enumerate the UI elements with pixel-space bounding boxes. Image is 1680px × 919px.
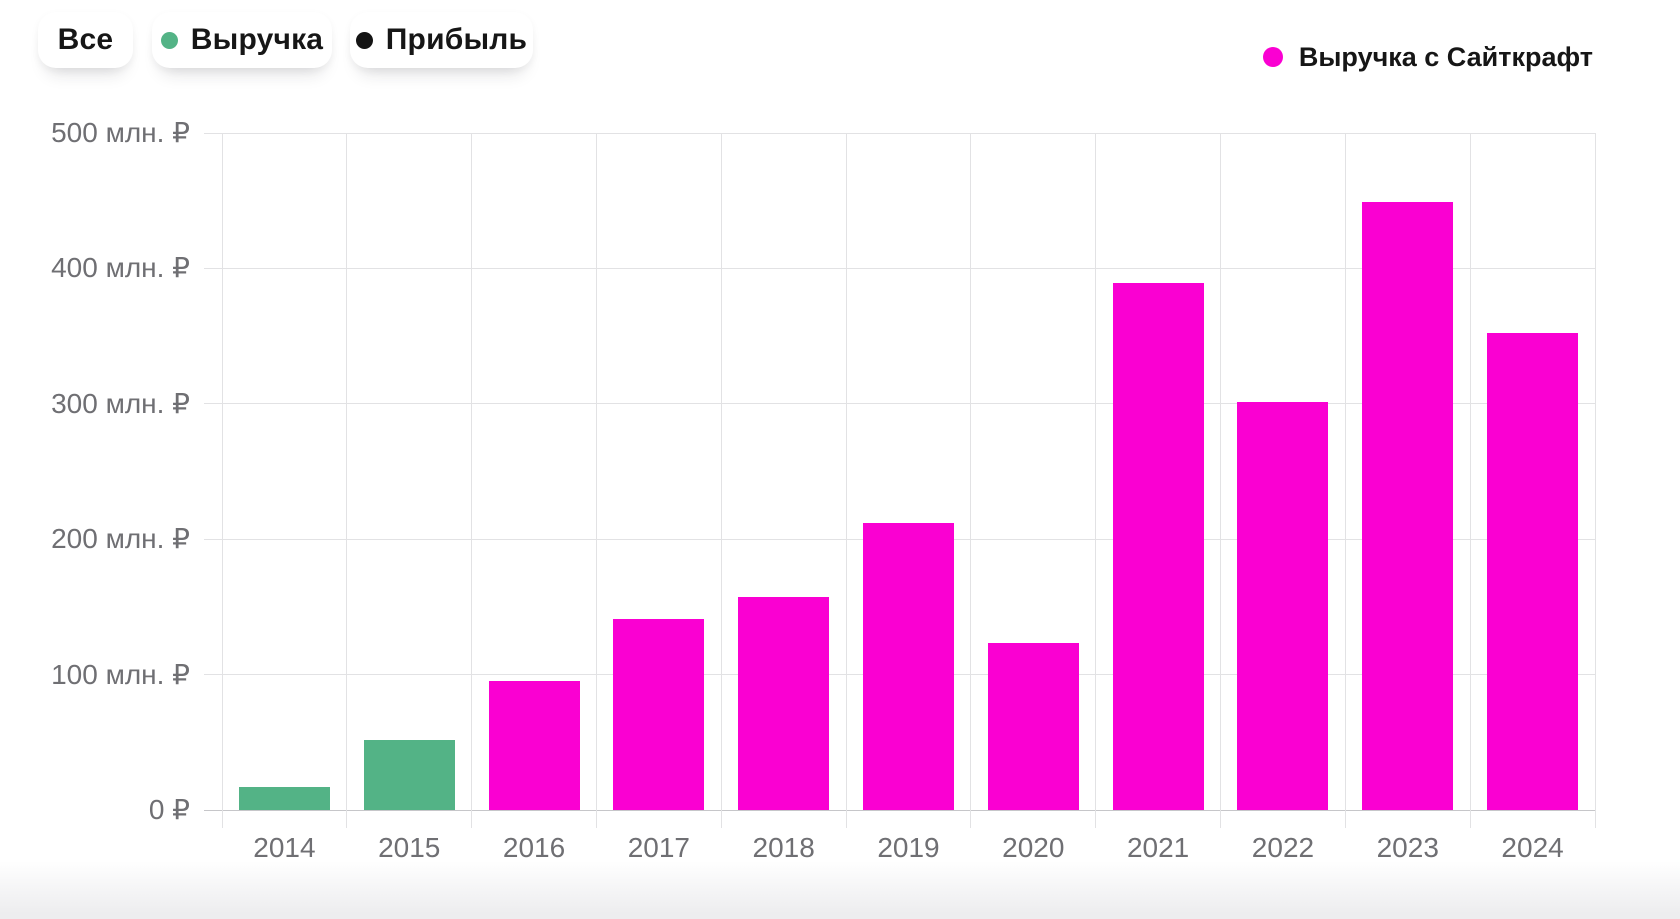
x-axis-tick-label: 2017 bbox=[627, 832, 690, 863]
x-axis-tick-label: 2021 bbox=[1126, 832, 1190, 863]
y-axis-tick-label: 200 млн. ₽ bbox=[51, 523, 190, 555]
filter-label-all: Все bbox=[57, 23, 114, 56]
x-axis-tick-label: 2024 bbox=[1501, 832, 1564, 863]
bar-2021[interactable] bbox=[1112, 283, 1204, 810]
y-axis-tick-label: 100 млн. ₽ bbox=[51, 658, 190, 690]
x-axis-tick-label: 2018 bbox=[752, 832, 815, 863]
legend-dot-icon bbox=[1262, 47, 1283, 67]
filter-button-revenue[interactable]: Выручка bbox=[152, 12, 332, 68]
y-axis-tick-label: 0 ₽ bbox=[148, 794, 190, 825]
bar-2014[interactable] bbox=[238, 786, 330, 810]
x-axis-tick-label: 2022 bbox=[1251, 832, 1315, 863]
x-axis-tick-label: 2019 bbox=[877, 832, 940, 863]
gridline-x-3 bbox=[595, 133, 597, 828]
x-axis-tick-label: 2023 bbox=[1376, 832, 1439, 863]
bar-2017[interactable] bbox=[613, 619, 705, 810]
gridline-y-500 bbox=[204, 132, 1595, 134]
filter-label-profit: Прибыль bbox=[385, 23, 528, 56]
x-axis-tick-label: 2014 bbox=[253, 832, 316, 863]
gridline-x-10 bbox=[1469, 133, 1471, 828]
gridline-x-8 bbox=[1220, 133, 1222, 828]
x-axis-tick-label: 2016 bbox=[502, 832, 566, 863]
y-axis-tick-label: 500 млн. ₽ bbox=[51, 117, 190, 148]
gridline-x-2 bbox=[471, 133, 473, 828]
x-axis-tick-label: 2020 bbox=[1002, 832, 1065, 863]
gridline-x-5 bbox=[845, 133, 847, 828]
gridline-x-4 bbox=[720, 133, 722, 828]
bar-2022[interactable] bbox=[1237, 402, 1329, 810]
bar-2020[interactable] bbox=[987, 643, 1079, 810]
filter-button-all[interactable]: Все bbox=[38, 12, 133, 68]
y-axis-tick-label: 400 млн. ₽ bbox=[51, 252, 190, 284]
gridline-x-0 bbox=[221, 133, 223, 828]
y-axis-tick-label: 300 млн. ₽ bbox=[51, 387, 190, 419]
gridline-x-9 bbox=[1344, 133, 1346, 828]
x-axis-tick-label: 2015 bbox=[378, 832, 441, 863]
bar-2023[interactable] bbox=[1362, 202, 1454, 810]
bar-2015[interactable] bbox=[363, 739, 455, 810]
bar-2016[interactable] bbox=[488, 681, 580, 810]
filter-label-revenue: Выручка bbox=[190, 23, 324, 56]
gridline-x-1 bbox=[346, 133, 348, 828]
gridline-y-0 bbox=[204, 809, 1595, 811]
gridline-x-7 bbox=[1095, 133, 1097, 828]
gridline-y-400 bbox=[204, 267, 1595, 269]
bar-2024[interactable] bbox=[1487, 333, 1579, 810]
gridline-x-6 bbox=[970, 133, 972, 828]
bottom-fade bbox=[0, 861, 1680, 919]
gridline-y-300 bbox=[204, 403, 1595, 405]
profit-dot-icon bbox=[355, 31, 373, 49]
filter-button-profit[interactable]: Прибыль bbox=[350, 12, 533, 68]
revenue-dot-icon bbox=[160, 31, 178, 49]
gridline-x-11 bbox=[1594, 133, 1596, 828]
legend-item-sitecraft-revenue[interactable]: Выручка с Сайткрафт bbox=[1262, 40, 1593, 74]
legend-label: Выручка с Сайткрафт bbox=[1298, 41, 1593, 72]
bar-2019[interactable] bbox=[863, 522, 954, 810]
bar-2018[interactable] bbox=[738, 597, 830, 810]
